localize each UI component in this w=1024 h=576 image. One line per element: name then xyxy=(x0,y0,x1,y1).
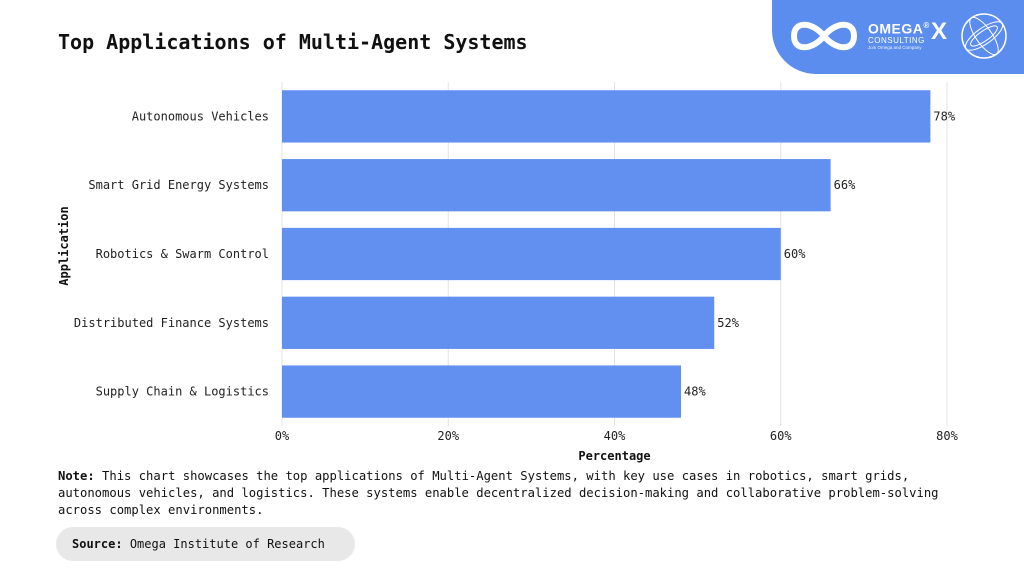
y-tick-label: Distributed Finance Systems xyxy=(74,316,269,330)
x-tick-label: 0% xyxy=(275,429,290,443)
data-label: 66% xyxy=(834,178,856,192)
brand-text: OMEGA® CONSULTING Join Omega and Company xyxy=(868,19,930,51)
y-tick-label: Supply Chain & Logistics xyxy=(96,385,269,399)
data-label: 52% xyxy=(717,316,739,330)
brand-tagline: Join Omega and Company xyxy=(868,44,922,50)
x-axis-title: Percentage xyxy=(578,449,650,463)
x-tick-label: 40% xyxy=(604,429,626,443)
x-tick-label: 60% xyxy=(770,429,792,443)
x-tick-label: 80% xyxy=(936,429,958,443)
infinity-icon xyxy=(790,21,858,51)
bar xyxy=(282,296,715,349)
brand-registered: ® xyxy=(923,21,930,30)
sphere-icon xyxy=(961,13,1007,59)
bar xyxy=(282,159,831,212)
brand-separator: X xyxy=(931,18,948,45)
y-axis-title: Application xyxy=(57,206,71,285)
bars xyxy=(282,90,931,418)
source-text: Omega Institute of Research xyxy=(129,537,325,551)
data-label: 48% xyxy=(684,385,706,399)
y-tick-label: Smart Grid Energy Systems xyxy=(88,178,269,192)
brand-sub: CONSULTING xyxy=(868,35,925,45)
source-pill: Source: Omega Institute of Research xyxy=(56,527,355,561)
bar xyxy=(282,90,931,143)
x-tick-label: 20% xyxy=(437,429,459,443)
data-label: 60% xyxy=(784,247,806,261)
brand-name: OMEGA xyxy=(868,20,924,37)
note-text: This chart showcases the top application… xyxy=(58,469,939,517)
chart-note: Note: This chart showcases the top appli… xyxy=(58,468,978,519)
source-label: Source: xyxy=(72,537,123,551)
labels: 0% 20% 40% 60% 80% Autonomous Vehicles 78% Smar… xyxy=(74,109,959,443)
chart-title: Top Applications of Multi-Agent Systems xyxy=(58,30,528,54)
bar xyxy=(282,365,681,418)
brand-banner: OMEGA® CONSULTING Join Omega and Company xyxy=(772,0,1024,74)
bar-chart: 0% 20% 40% 60% 80% Autonomous Vehicles 78% Smar… xyxy=(57,82,959,463)
y-tick-label: Autonomous Vehicles xyxy=(132,109,269,123)
note-label: Note: xyxy=(58,469,95,483)
data-label: 78% xyxy=(933,109,955,123)
bar xyxy=(282,227,781,281)
y-tick-label: Robotics & Swarm Control xyxy=(96,247,269,261)
